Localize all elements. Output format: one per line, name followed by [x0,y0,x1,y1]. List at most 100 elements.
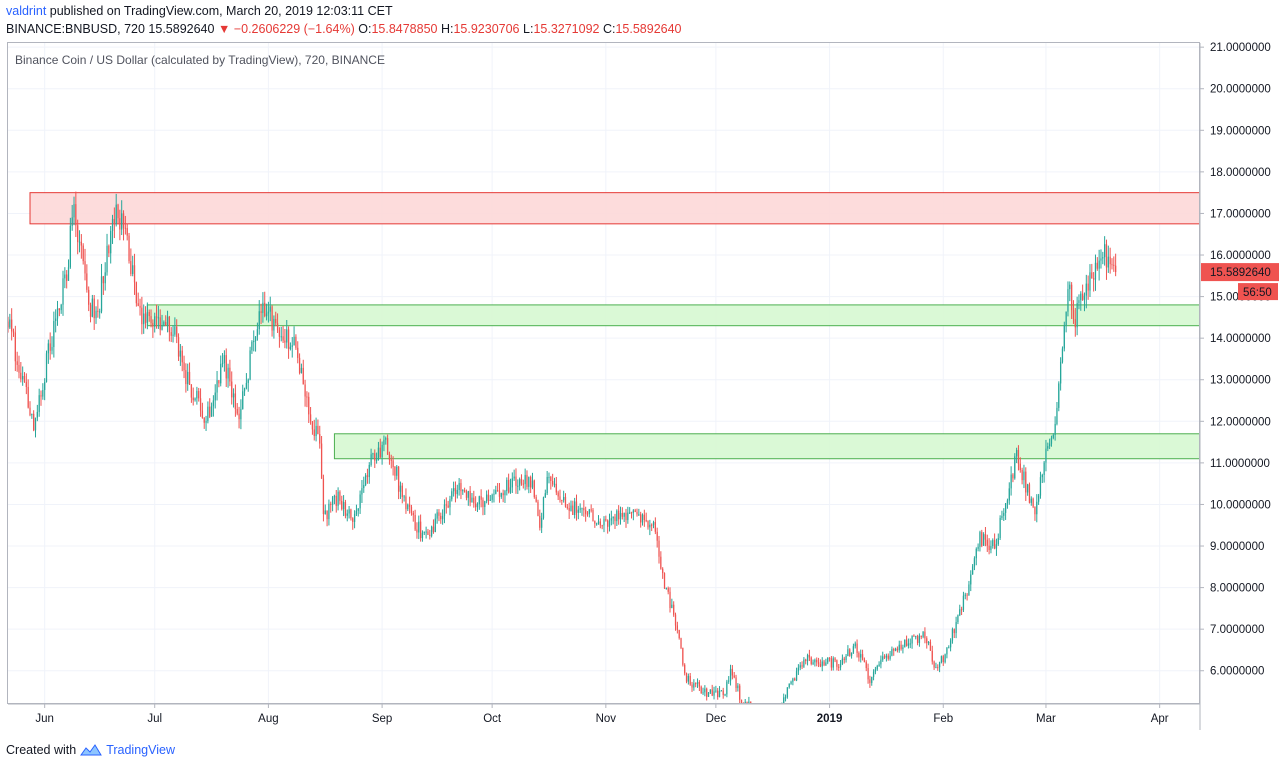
candle-body [154,316,156,327]
candle-body [33,413,35,431]
candle-body [619,512,622,520]
candle-body [1103,244,1106,258]
candle-body [715,690,717,692]
candle-body [53,321,55,348]
candle-body [603,519,605,526]
candle-body [893,648,895,651]
candle-body [823,661,825,666]
candle-body [913,635,915,637]
candle-body [493,493,495,495]
candle-body [552,480,554,485]
candle-body [610,518,612,521]
candle-body [254,336,257,342]
candle-body [814,659,816,663]
candle-body [106,245,108,273]
candle-body [948,647,950,649]
candle-body [698,682,701,687]
chart-legend: Binance Coin / US Dollar (calculated by … [15,53,385,67]
candle-body [473,497,475,504]
candle-body [806,654,809,662]
candle-body [808,654,811,658]
candle-body [341,500,343,510]
candle-body [36,411,38,418]
candle-body [284,340,286,343]
candle-body [234,393,237,410]
candle-body [405,496,407,510]
y-tick-label: 8.0000000 [1210,583,1264,595]
candle-body [902,647,904,649]
candle-body [1039,477,1042,496]
candle-body [247,379,249,383]
candle-body [460,483,462,492]
candle-body [342,502,345,510]
candle-body [546,476,548,494]
candle-body [850,652,853,656]
candle-body [513,476,515,479]
price-axis[interactable]: 6.0000000 7.0000000 8.0000000 9.0000000 10.0… [1200,42,1271,678]
candle-body [845,656,847,660]
candle-body [649,524,651,528]
candle-body [776,708,777,713]
created-with-text: Created with [6,743,77,757]
candle-body [348,509,350,514]
y-tick-label: 12.0000000 [1210,416,1271,428]
candle-body [418,521,420,533]
candle-body [1037,495,1040,502]
candle-body [119,218,121,230]
candle-body [605,519,607,521]
time-axis[interactable]: Jun Jul Aug Sep Oct Nov Dec 2019 Feb Mar Apr [35,704,1169,725]
candle-body [187,371,189,385]
candle-body [130,261,132,274]
candle-body [220,363,222,384]
close-label: C: [602,22,616,36]
candle-body [366,475,369,478]
candle-body [344,502,347,516]
candle-body [1006,500,1009,504]
candle-body [447,505,449,508]
candle-body [441,515,444,520]
candle-body [449,499,451,508]
candle-body [907,643,910,646]
candle-body [854,643,856,647]
candle-body [363,485,365,489]
candle-body [110,230,112,254]
author-link[interactable]: valdrint [6,4,47,18]
candle-body [34,417,37,431]
candle-body [920,635,922,637]
candle-body [434,518,436,533]
candle-body [401,485,403,497]
candle-body [984,534,987,540]
candle-body [443,504,446,516]
candle-body [463,490,466,493]
candle-body [333,495,336,498]
candle-body [772,708,773,716]
candle-body [240,408,242,420]
candle-body [269,306,271,312]
candle-body [841,658,844,664]
candle-body [1023,471,1025,481]
candle-body [817,662,820,665]
candle-body [339,491,341,501]
candle-body [669,591,671,608]
y-tick-label: 9.0000000 [1210,541,1264,553]
candle-body [1026,484,1029,493]
candle-body [623,512,625,517]
candle-body [306,396,308,398]
candle-body [999,517,1001,539]
candle-body [388,454,391,460]
candle-body [819,664,822,667]
candle-body [909,643,911,645]
candle-body [992,540,994,547]
candle-body [805,659,807,662]
candle-body [528,477,530,487]
candle-body [143,313,145,325]
candle-body [267,311,270,314]
candle-body [586,513,589,515]
candle-body [489,499,491,501]
candle-body [1074,319,1076,328]
candle-body [792,678,794,682]
candle-body [654,522,656,532]
tradingview-link[interactable]: TradingView [106,743,175,757]
candle-body [740,699,743,703]
